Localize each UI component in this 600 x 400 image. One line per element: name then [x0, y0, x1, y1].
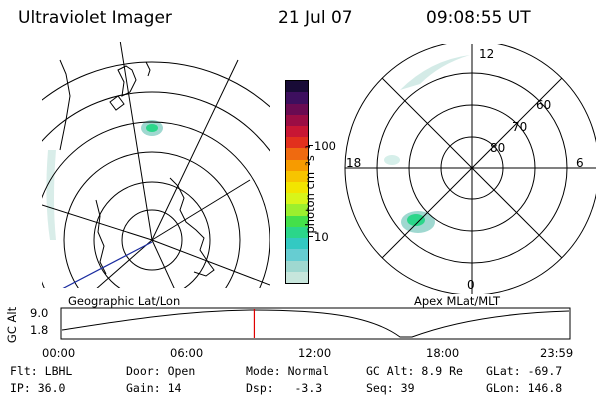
mlat-label-60: 60: [536, 98, 551, 112]
colorbar-segment: [286, 182, 308, 194]
colorbar-segment: [286, 81, 308, 93]
colorbar-tick-10: [308, 236, 313, 237]
aurora-haze: [46, 150, 56, 240]
satellite-track: [62, 241, 153, 288]
colorbar-segment: [286, 249, 308, 261]
altitude-curve: [61, 309, 570, 338]
status-ip: IP: 36.0: [10, 381, 66, 395]
app-title: Ultraviolet Imager: [18, 8, 172, 28]
coastlines: [59, 59, 215, 277]
timeline-x-tick-4: 23:59: [540, 346, 574, 360]
colorbar-segment: [286, 238, 308, 250]
latitude-circles: [42, 61, 270, 288]
colorbar-segment: [286, 226, 308, 239]
mlt-label-12: 12: [479, 47, 494, 61]
status-seq: Seq: 39: [366, 381, 415, 395]
colorbar-segment: [286, 148, 308, 160]
colorbar-label-100: 100: [314, 139, 336, 153]
timeline-y-label: GC Alt: [5, 306, 19, 344]
colorbar-segment: [286, 204, 308, 216]
colorbar-segment: [286, 170, 308, 183]
colorbar-segment: [286, 114, 308, 126]
mlt-label-0: 0: [467, 278, 475, 292]
status-glat: GLat: -69.7: [486, 364, 563, 378]
right-map-caption: Apex MLat/MLT: [414, 294, 501, 308]
aurora-spot-core: [146, 124, 158, 132]
header-time: 09:08:55 UT: [426, 8, 531, 28]
colorbar: [285, 80, 309, 284]
status-dsp: Dsp: -3.3: [246, 381, 323, 395]
timeline-y-tick-low: 1.8: [30, 323, 49, 337]
aurora-patch: [384, 155, 400, 165]
timeline-x-tick-1: 06:00: [170, 346, 204, 360]
meridian-lines: [42, 42, 270, 288]
status-gc-alt: GC Alt: 8.9 Re: [366, 364, 463, 378]
mlat-label-70: 70: [512, 120, 527, 134]
mlt-label-18: 18: [346, 156, 361, 170]
colorbar-segment: [286, 215, 308, 227]
status-glon: GLon: 146.8: [486, 381, 563, 395]
timeline-x-tick-2: 12:00: [298, 346, 332, 360]
colorbar-segment: [286, 271, 308, 283]
altitude-timeline: [60, 307, 571, 340]
colorbar-units-label: photon cm⁻²s⁻¹: [303, 144, 317, 234]
colorbar-segment: [286, 193, 308, 205]
aurora-oval-core: [407, 214, 425, 226]
header-date: 21 Jul 07: [278, 8, 353, 28]
mlt-label-6: 6: [576, 156, 584, 170]
colorbar-segment: [286, 125, 308, 138]
mlt-lines: [345, 44, 596, 294]
mlat-label-80: 80: [490, 141, 505, 155]
colorbar-segment: [286, 103, 308, 115]
colorbar-segment: [286, 159, 308, 171]
colorbar-segment: [286, 137, 308, 149]
geographic-map: [42, 42, 270, 288]
status-gain: Gain: 14: [126, 381, 182, 395]
colorbar-segment: [286, 260, 308, 272]
timeline-x-tick-0: 00:00: [42, 346, 76, 360]
colorbar-segment: [286, 92, 308, 104]
timeline-x-tick-3: 18:00: [426, 346, 460, 360]
status-door: Door: Open: [126, 364, 196, 378]
status-flt: Flt: LBHL: [10, 364, 73, 378]
timeline-frame: [60, 307, 571, 340]
polar-mlt-map: 12 18 6 0 60 70 80: [344, 44, 596, 294]
status-mode: Mode: Normal: [246, 364, 330, 378]
left-map-caption: Geographic Lat/Lon: [68, 294, 181, 308]
colorbar-tick-100: [308, 145, 313, 146]
aurora-haze-top: [400, 55, 470, 90]
colorbar-label-10: 10: [314, 230, 329, 244]
timeline-y-tick-high: 9.0: [30, 306, 49, 320]
